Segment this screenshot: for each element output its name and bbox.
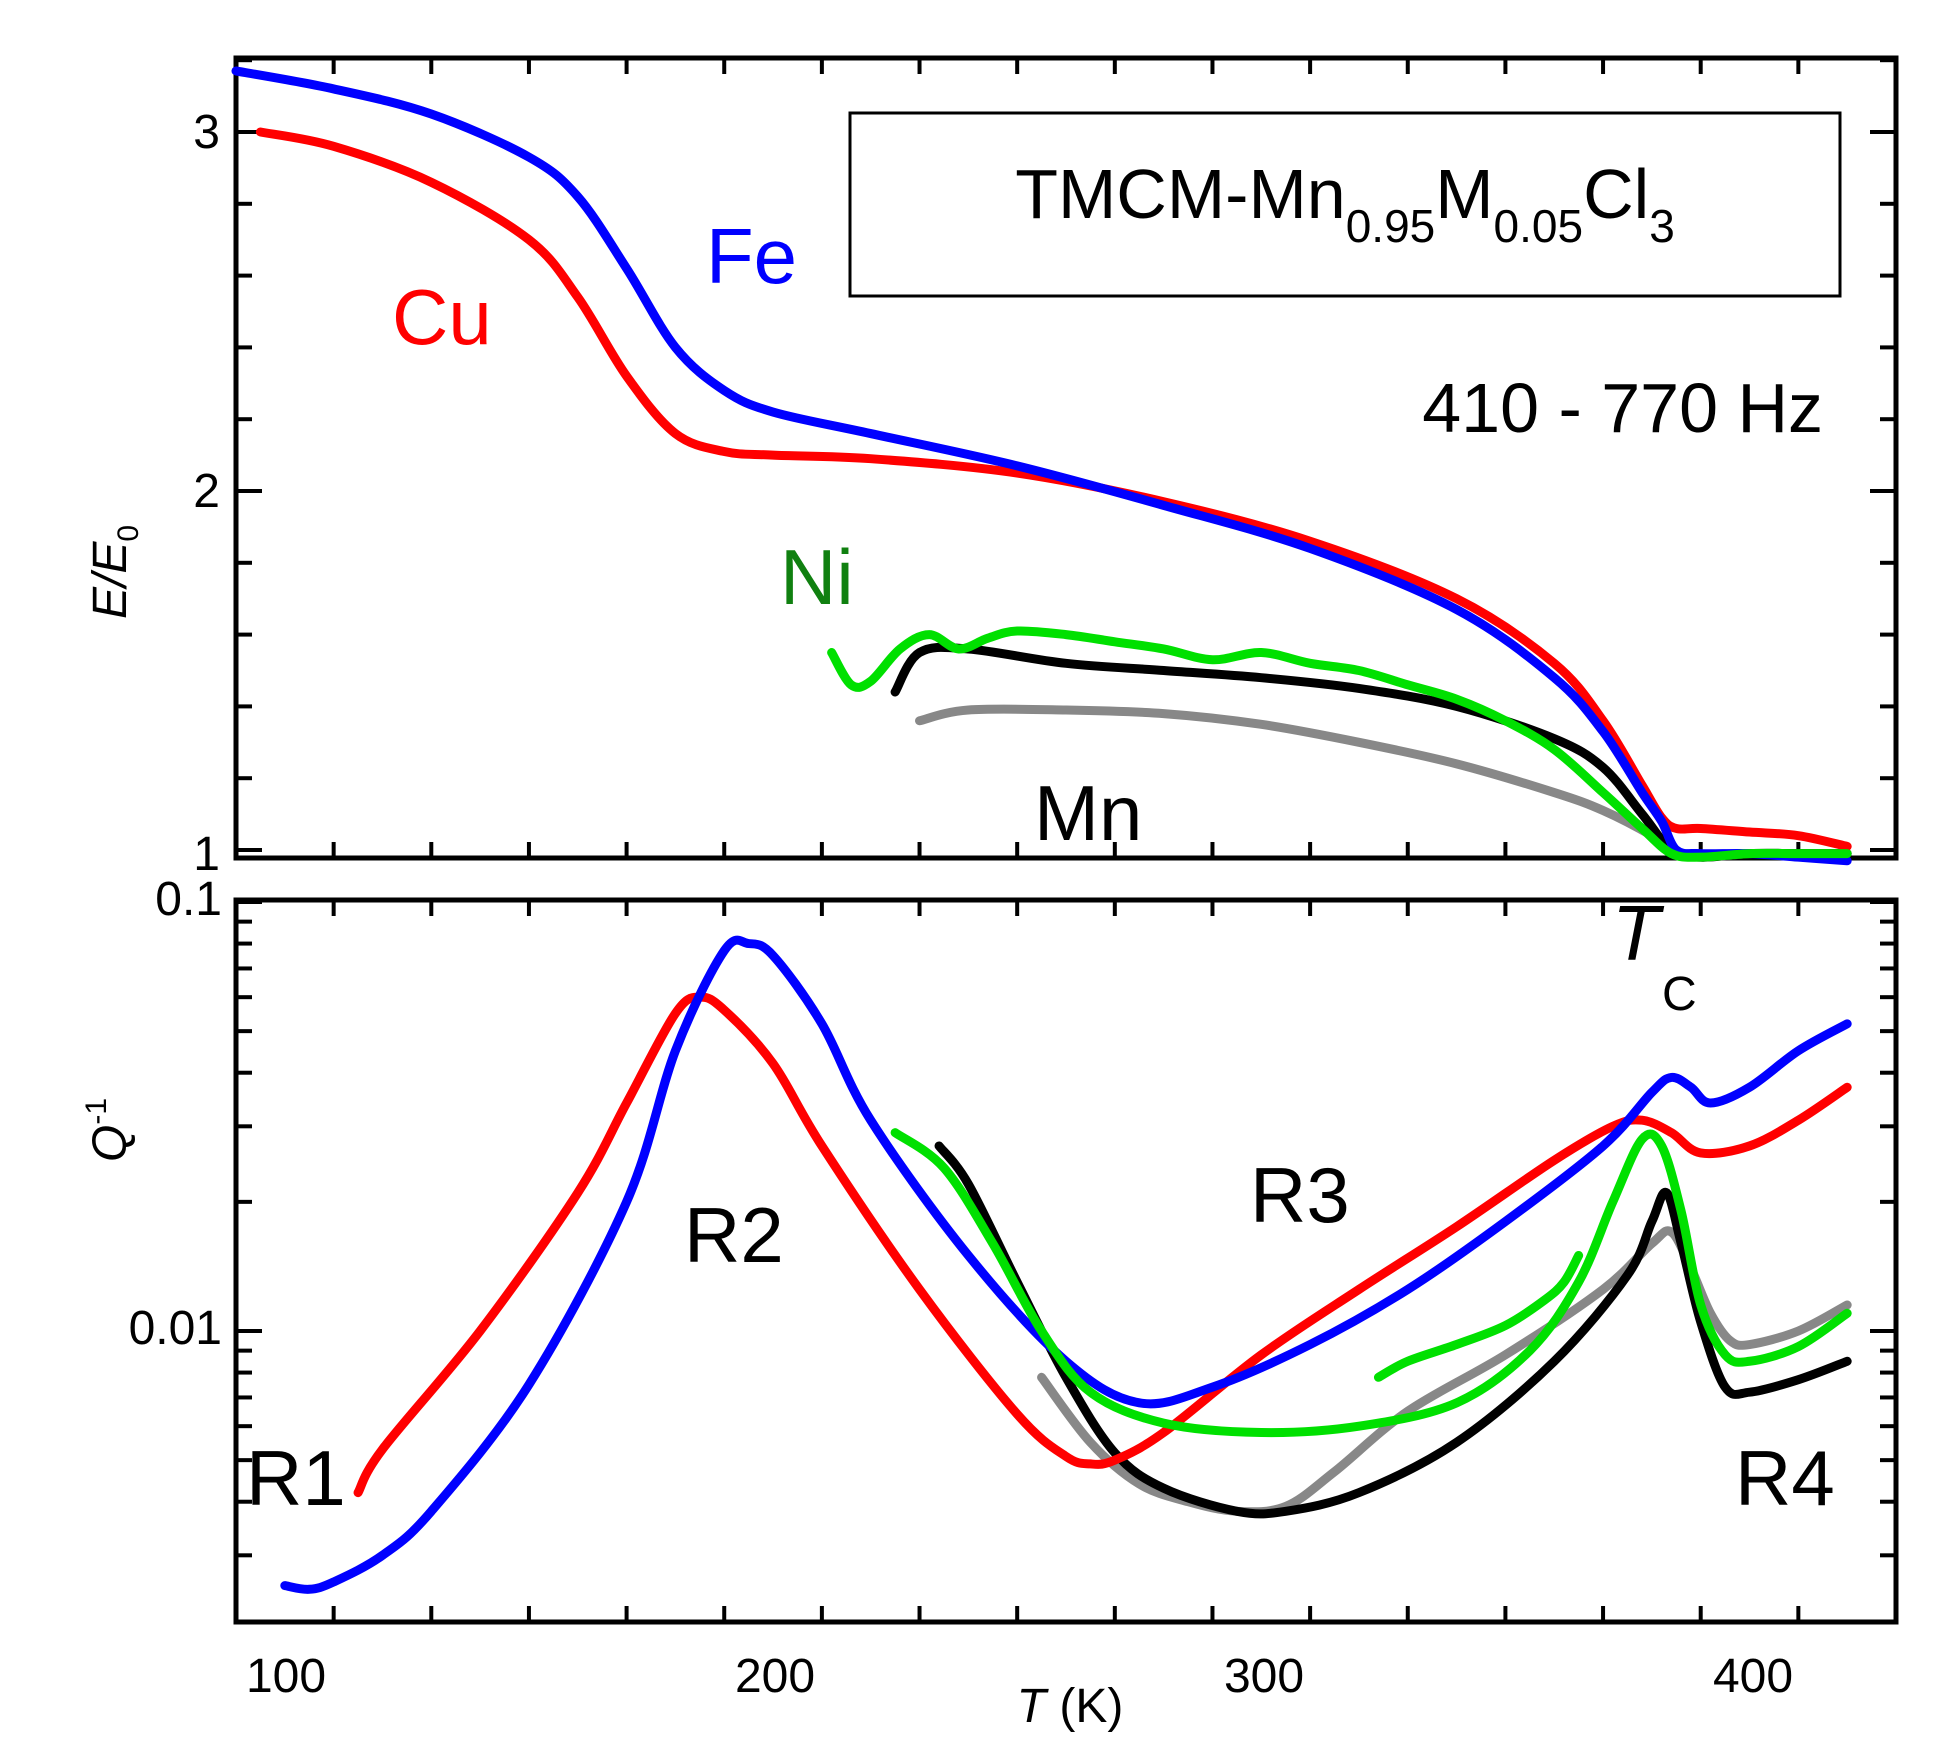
mn-label: Mn bbox=[1034, 769, 1142, 857]
tc-subscript: C bbox=[1662, 968, 1697, 1021]
top-y-axis-title: E/E0 bbox=[84, 525, 145, 619]
r2-label: R2 bbox=[684, 1191, 784, 1279]
top-panel-frame bbox=[233, 55, 1899, 861]
bottom-series-cu bbox=[353, 992, 1852, 1498]
axis-ticks bbox=[236, 58, 1896, 1622]
bottom-series-ni bbox=[890, 1128, 1852, 1438]
bottom-series-ni-warming bbox=[1373, 1250, 1584, 1382]
legend-sub1: 0.95 bbox=[1346, 200, 1436, 252]
bottom-y-axis-title-sup: -1 bbox=[80, 1098, 113, 1125]
legend-prefix: TMCM-Mn bbox=[1015, 155, 1345, 233]
legend-box bbox=[848, 111, 1842, 298]
x-axis-title-unit: (K) bbox=[1046, 1680, 1123, 1733]
y-tick-label-0.1: 0.1 bbox=[155, 873, 222, 926]
legend-suffix: Cl bbox=[1583, 155, 1649, 233]
x-axis-title-var: T bbox=[1017, 1680, 1050, 1733]
x-tick-label-400: 400 bbox=[1713, 1650, 1793, 1703]
bottom-series-fe bbox=[280, 935, 1852, 1594]
r1-label: R1 bbox=[246, 1434, 346, 1522]
bottom-panel-frame bbox=[233, 897, 1899, 1625]
cu-label: Cu bbox=[392, 273, 492, 361]
top-series-fe bbox=[231, 66, 1852, 866]
ni-label: Ni bbox=[780, 533, 854, 621]
legend-mid: M bbox=[1435, 155, 1493, 233]
legend-formula: TMCM-Mn0.95M0.05Cl3 bbox=[1015, 155, 1675, 252]
tc-label: T bbox=[1612, 889, 1665, 977]
top-series-ni bbox=[827, 626, 1852, 862]
frequency-label: 410 - 770 Hz bbox=[1422, 369, 1823, 447]
x-axis-title: T (K) bbox=[1017, 1680, 1124, 1733]
fe-label: Fe bbox=[706, 212, 797, 300]
r4-label: R4 bbox=[1735, 1434, 1835, 1522]
y-tick-label-1: 1 bbox=[193, 828, 220, 881]
bottom-y-axis-title: Q-1 bbox=[80, 1098, 137, 1162]
bottom-panel-series bbox=[280, 935, 1852, 1594]
bottom-y-axis-title-main: Q bbox=[84, 1125, 137, 1162]
x-tick-label-200: 200 bbox=[735, 1650, 815, 1703]
y-tick-label-2: 2 bbox=[193, 465, 220, 518]
y-tick-label-3: 3 bbox=[193, 106, 220, 159]
top-panel-series bbox=[231, 66, 1852, 866]
r3-label: R3 bbox=[1250, 1151, 1350, 1239]
bottom-series-mn bbox=[934, 1141, 1852, 1519]
top-y-axis-title-main: E/E bbox=[84, 541, 137, 619]
x-tick-label-300: 300 bbox=[1224, 1650, 1304, 1703]
x-tick-label-100: 100 bbox=[246, 1650, 326, 1703]
top-y-axis-title-sub: 0 bbox=[112, 525, 145, 542]
y-tick-label-0.01: 0.01 bbox=[129, 1302, 222, 1355]
legend-sub3: 3 bbox=[1649, 200, 1675, 252]
legend-sub2: 0.05 bbox=[1494, 200, 1584, 252]
bottom-series-mn-gray bbox=[1037, 1226, 1852, 1517]
